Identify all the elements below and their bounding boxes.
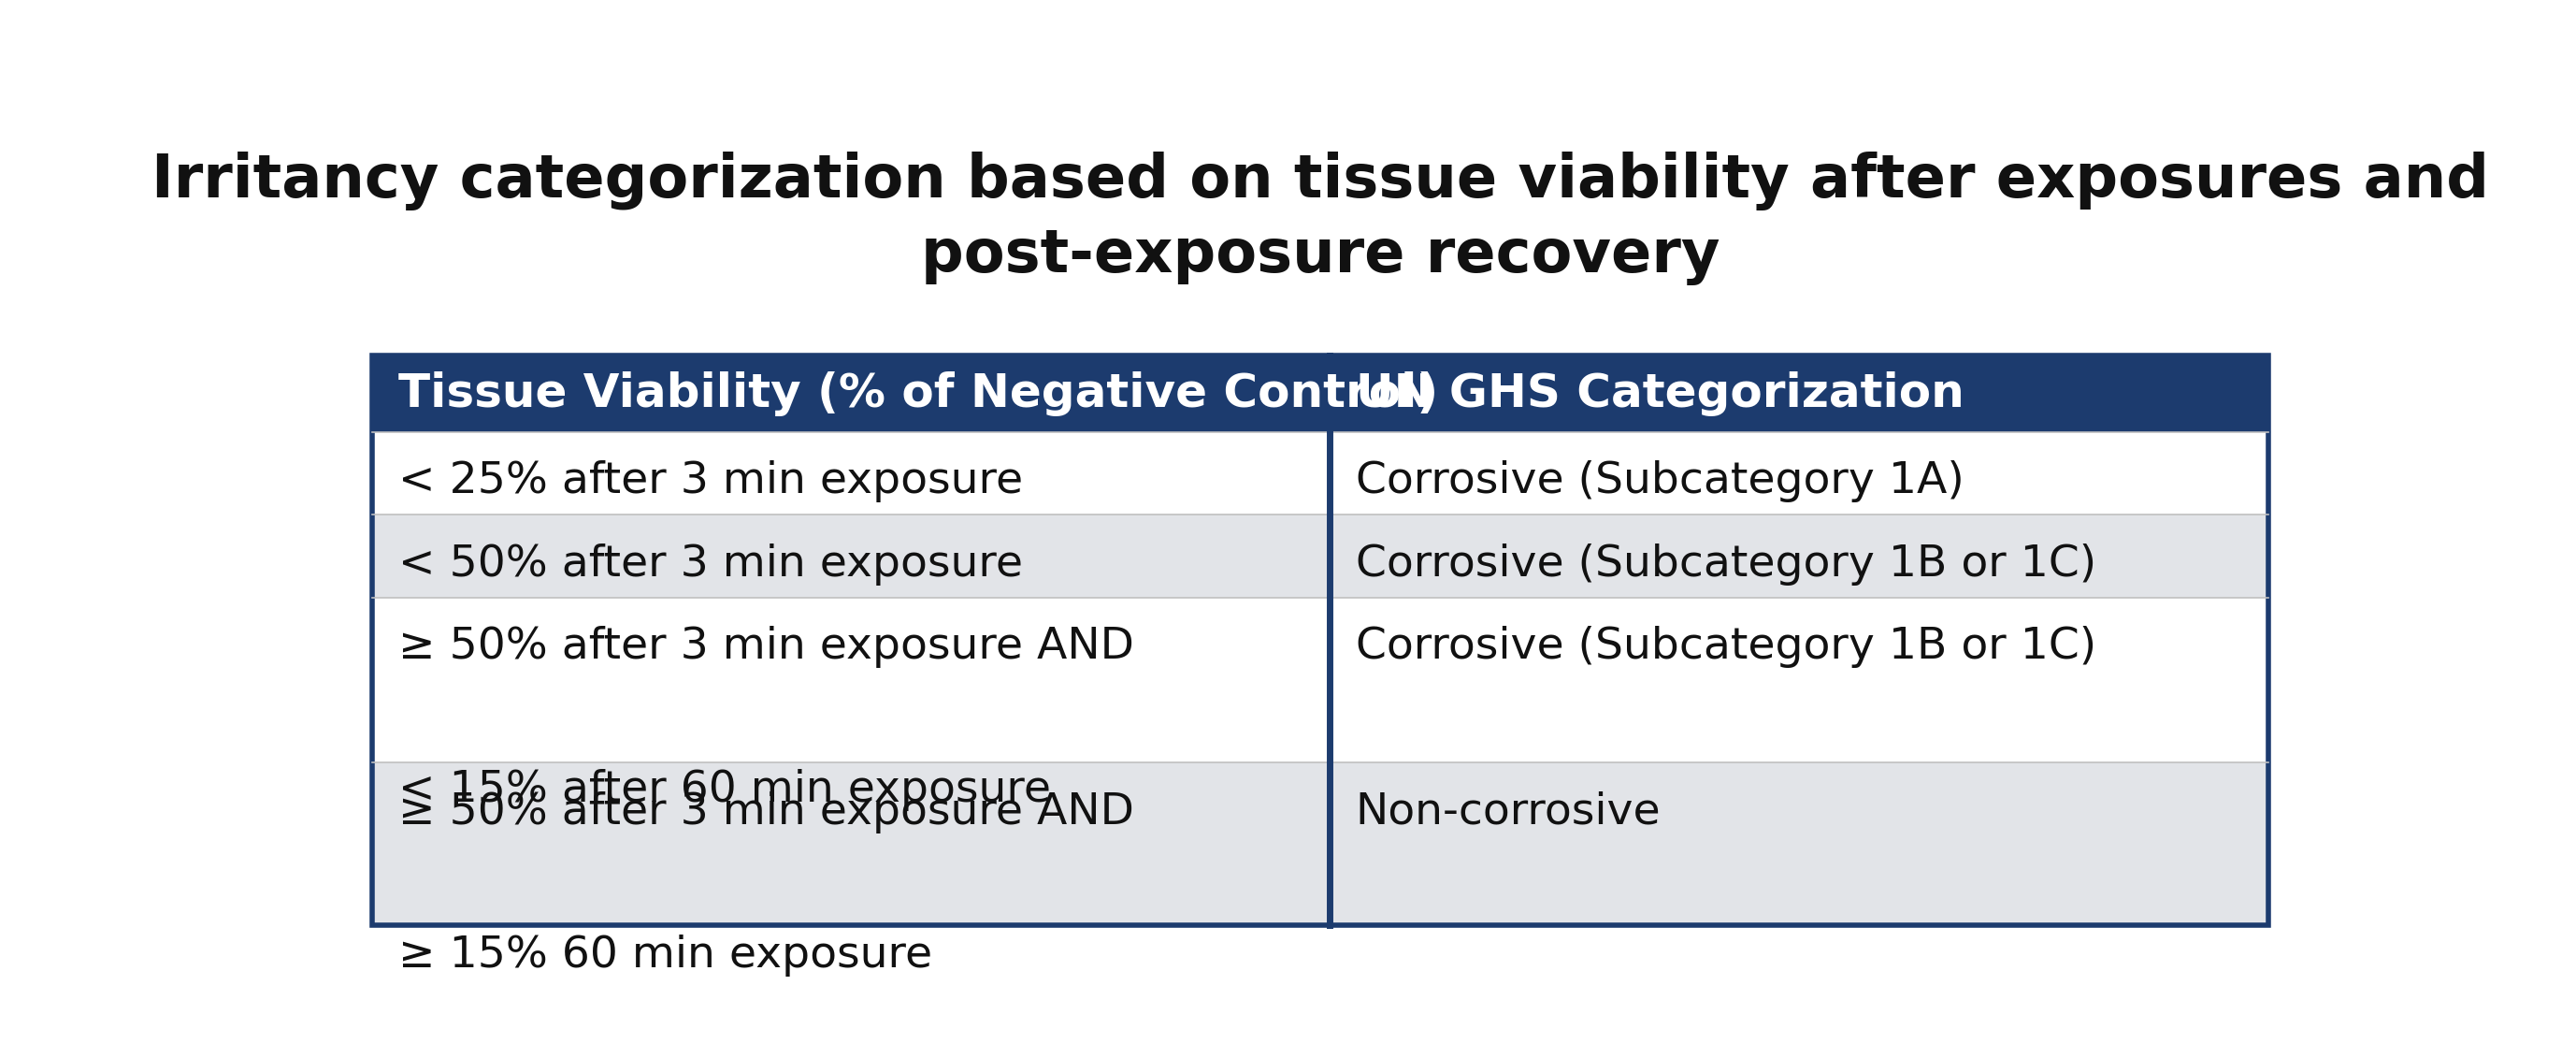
Text: Corrosive (Subcategory 1B or 1C): Corrosive (Subcategory 1B or 1C) — [1355, 543, 2097, 585]
Text: < 25% after 3 min exposure: < 25% after 3 min exposure — [397, 460, 1023, 503]
Text: Corrosive (Subcategory 1A): Corrosive (Subcategory 1A) — [1355, 460, 1963, 503]
Text: ≥ 50% after 3 min exposure AND

≥ 15% 60 min exposure: ≥ 50% after 3 min exposure AND ≥ 15% 60 … — [397, 791, 1133, 977]
Bar — [371, 355, 2269, 926]
Bar — [1329, 763, 2269, 926]
Text: Irritancy categorization based on tissue viability after exposures and
post-expo: Irritancy categorization based on tissue… — [152, 151, 2488, 286]
Bar — [371, 355, 1329, 432]
Text: UN GHS Categorization: UN GHS Categorization — [1355, 371, 1963, 416]
Text: Non-corrosive: Non-corrosive — [1355, 791, 1662, 834]
Bar — [1329, 598, 2269, 763]
Bar — [1329, 355, 2269, 432]
Bar — [371, 763, 1329, 926]
Bar — [371, 515, 1329, 598]
Text: Corrosive (Subcategory 1B or 1C): Corrosive (Subcategory 1B or 1C) — [1355, 626, 2097, 668]
Bar — [371, 598, 1329, 763]
Bar — [371, 432, 1329, 515]
Bar — [1329, 432, 2269, 515]
Text: < 50% after 3 min exposure: < 50% after 3 min exposure — [397, 543, 1023, 585]
Text: Tissue Viability (% of Negative Control): Tissue Viability (% of Negative Control) — [397, 371, 1437, 416]
Bar — [1329, 515, 2269, 598]
Text: ≥ 50% after 3 min exposure AND

< 15% after 60 min exposure: ≥ 50% after 3 min exposure AND < 15% aft… — [397, 626, 1133, 811]
